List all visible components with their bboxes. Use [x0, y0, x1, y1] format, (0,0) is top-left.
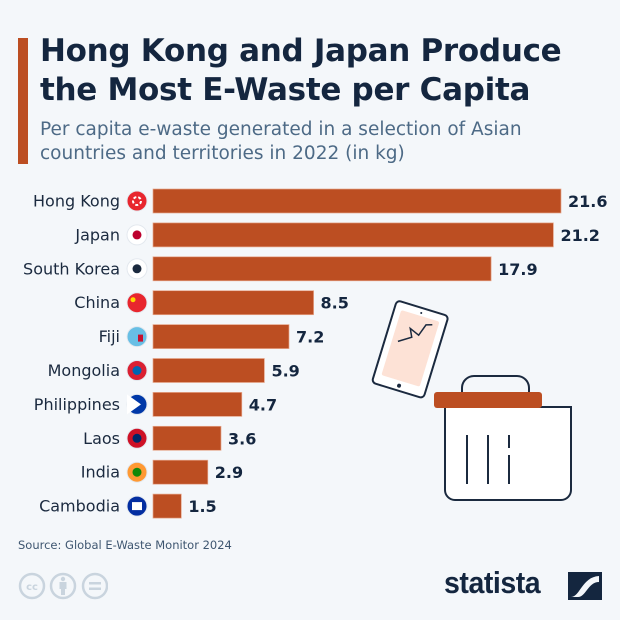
svg-text:cc: cc	[26, 582, 38, 593]
category-label: Laos	[83, 429, 120, 448]
bar	[152, 425, 222, 451]
flag-icon	[126, 190, 148, 212]
bar-row: Laos 3.6	[83, 425, 256, 451]
bar	[152, 358, 265, 383]
no-derivatives-icon	[89, 582, 101, 590]
flag-icon	[126, 393, 148, 415]
bar-row: South Korea 17.9	[23, 256, 538, 282]
flag-icon	[126, 224, 148, 246]
category-label: Hong Kong	[33, 192, 120, 211]
data-label: 21.6	[568, 192, 607, 211]
bar-row: India 2.9	[81, 459, 243, 485]
chart-title: Hong Kong and Japan Produce the Most E-W…	[40, 33, 562, 108]
bar	[152, 256, 492, 282]
trash-bin-icon	[434, 375, 572, 501]
flag-icon	[126, 495, 148, 517]
statista-logo-icon	[568, 572, 602, 600]
flag-icon	[126, 326, 148, 348]
category-label: Japan	[74, 225, 120, 244]
bar	[152, 459, 209, 485]
chart-subtitle: Per capita e-waste generated in a select…	[40, 119, 522, 164]
bar	[152, 493, 182, 519]
title-accent-bar	[18, 38, 28, 164]
data-label: 7.2	[296, 328, 324, 347]
data-label: 17.9	[498, 260, 537, 279]
category-label: Cambodia	[39, 497, 120, 516]
data-label: 8.5	[321, 294, 349, 313]
flag-icon	[126, 292, 148, 314]
bar-row: Japan 21.2	[74, 222, 600, 248]
flag-icon	[126, 427, 148, 449]
data-label: 21.2	[560, 226, 599, 245]
bar-row: Philippines 4.7	[34, 392, 277, 417]
cc-icon	[18, 572, 108, 600]
data-label: 4.7	[249, 395, 277, 414]
data-label: 5.9	[271, 362, 299, 381]
bar	[152, 290, 314, 316]
bar-row: China 8.5	[74, 290, 349, 316]
source-note: Source: Global E-Waste Monitor 2024	[18, 538, 232, 552]
category-label: Mongolia	[48, 361, 120, 380]
bar	[152, 392, 243, 417]
category-label: Philippines	[34, 395, 120, 414]
bar	[152, 324, 290, 349]
category-label: India	[81, 463, 120, 482]
bar-row: Hong Kong 21.6	[33, 188, 607, 214]
license-icons[interactable]: cc	[18, 572, 108, 602]
bar	[152, 222, 554, 248]
cracked-tablet-icon	[371, 300, 449, 399]
bar-row: Cambodia 1.5	[39, 493, 217, 519]
flag-icon	[126, 360, 148, 381]
bar-row: Mongolia 5.9	[48, 358, 300, 383]
category-label: Fiji	[99, 327, 120, 346]
flag-icon	[126, 258, 148, 280]
data-label: 1.5	[188, 497, 216, 516]
flag-icon	[126, 461, 148, 483]
category-label: China	[74, 293, 120, 312]
category-label: South Korea	[23, 259, 120, 278]
bar	[152, 188, 562, 214]
data-label: 3.6	[228, 429, 256, 448]
attribution-icon	[59, 576, 67, 595]
data-label: 2.9	[215, 463, 243, 482]
bar-row: Fiji 7.2	[99, 324, 324, 349]
statista-logo-text[interactable]: statista	[444, 565, 541, 600]
